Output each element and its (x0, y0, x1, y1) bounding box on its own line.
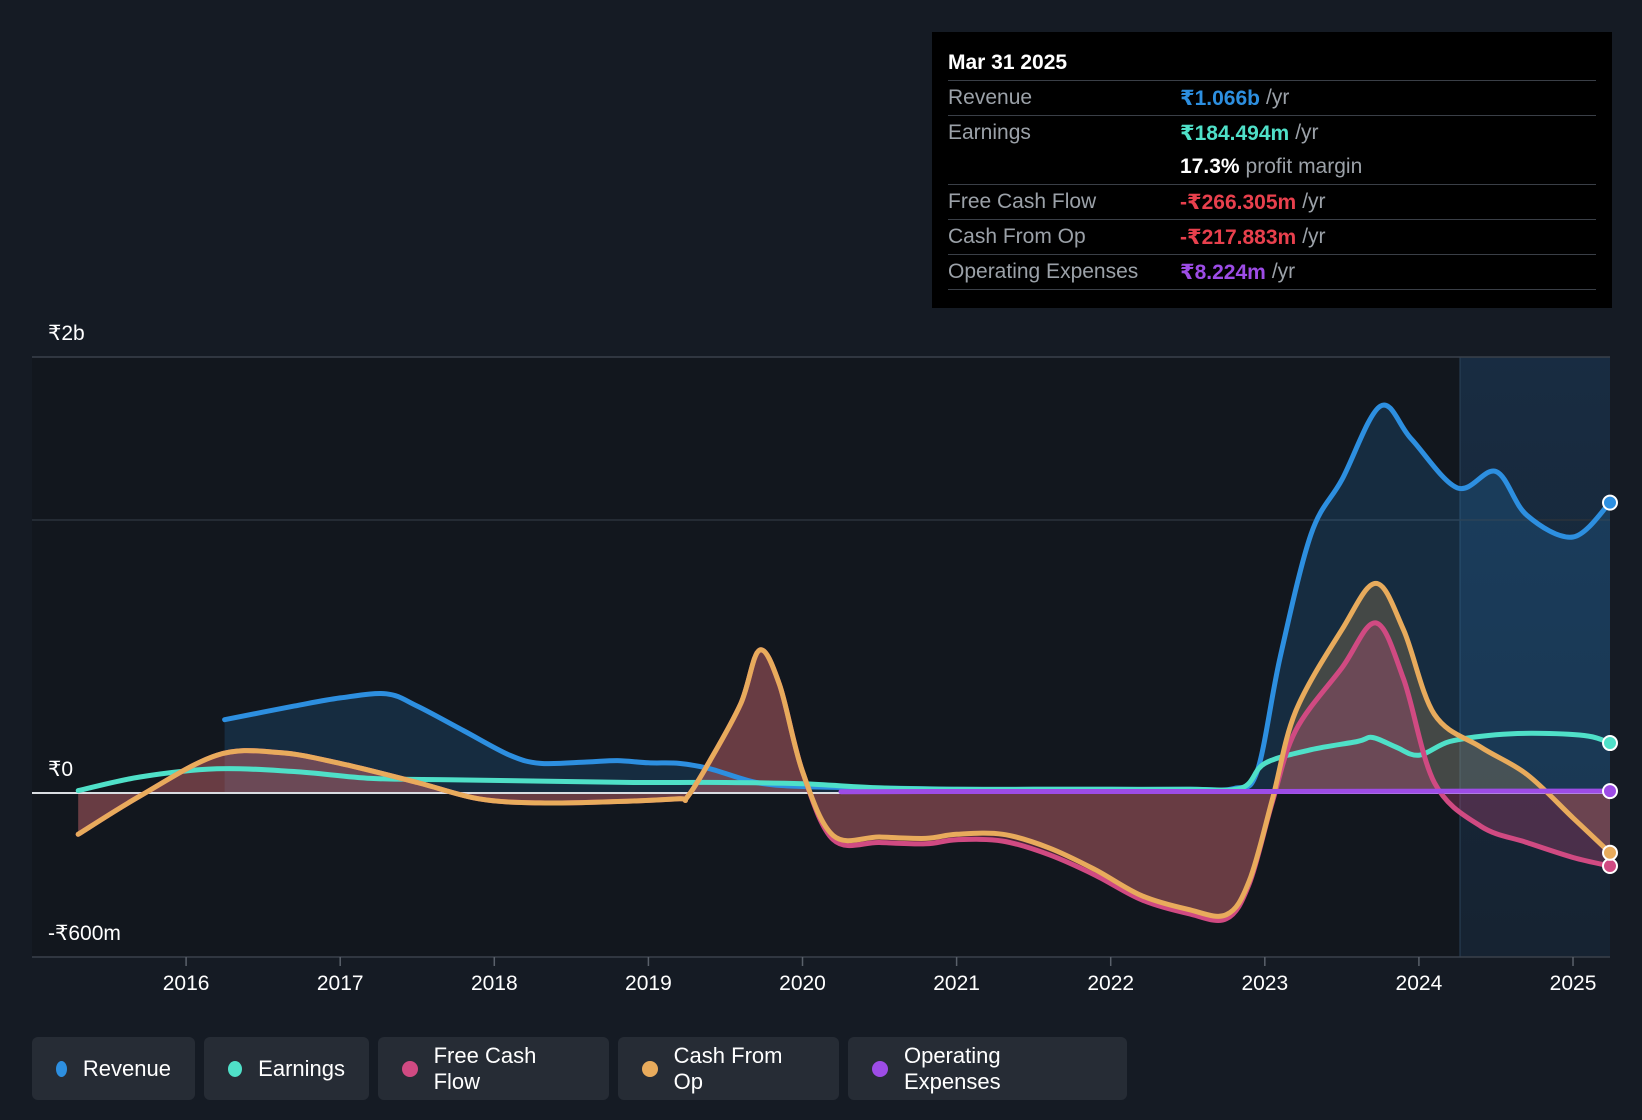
tooltip-unit: profit margin (1245, 155, 1363, 178)
tooltip-row-profit-margin: 17.3% profit margin (948, 150, 1596, 185)
revenue-dot-icon (56, 1060, 67, 1077)
past-region (32, 357, 1460, 957)
x-tick-label: 2022 (1087, 972, 1134, 995)
tooltip-unit: /yr (1271, 260, 1296, 283)
tooltip-row-revenue: Revenue ₹1.066b /yr (948, 81, 1596, 116)
tooltip-value: -₹266.305m (1180, 190, 1297, 214)
tooltip-date: Mar 31 2025 (948, 46, 1596, 81)
tooltip-value: ₹184.494m (1180, 121, 1290, 145)
x-tick-label: 2024 (1396, 972, 1443, 995)
tooltip-value: -₹217.883m (1180, 225, 1297, 249)
x-tick-label: 2017 (317, 972, 364, 995)
tooltip-unit: /yr (1295, 121, 1319, 144)
free-cash-flow-area (78, 622, 1611, 921)
y-label-top: ₹2b (48, 322, 85, 345)
tooltip-row-free-cash-flow: Free Cash Flow -₹266.305m /yr (948, 185, 1596, 220)
free-cash-flow-dot-icon (402, 1060, 418, 1077)
tooltip-unit: /yr (1302, 190, 1326, 213)
tooltip-label: Operating Expenses (948, 260, 1139, 283)
tooltip-label: Revenue (948, 86, 1033, 109)
legend-label: Cash From Op (673, 1042, 783, 1094)
cash-from-op-end-marker[interactable] (1602, 844, 1618, 861)
forecast-region (1460, 357, 1610, 957)
revenue-area (224, 404, 1611, 794)
tooltip-label: Earnings (948, 121, 1031, 144)
legend-label: Revenue (82, 1055, 171, 1081)
revenue-end-marker[interactable] (1602, 494, 1618, 511)
x-tick-label: 2025 (1550, 972, 1597, 995)
cash-from-op-area (78, 583, 1611, 917)
x-tick-label: 2019 (625, 972, 672, 995)
x-tick-label: 2023 (1241, 972, 1288, 995)
x-tick-label: 2020 (779, 972, 826, 995)
x-tick-label: 2016 (163, 972, 210, 995)
operating-expenses-end-marker[interactable] (1602, 783, 1618, 800)
tooltip-row-earnings: Earnings ₹184.494m /yr (948, 116, 1596, 150)
tooltip-row-cash-from-op: Cash From Op -₹217.883m /yr (948, 220, 1596, 255)
legend-label: Operating Expenses (903, 1042, 1001, 1094)
legend-item-operating-expenses[interactable]: Operating Expenses (848, 1037, 1127, 1100)
free-cash-flow-end-marker[interactable] (1602, 857, 1618, 874)
tooltip-value: ₹1.066b (1180, 86, 1260, 110)
earnings-end-marker[interactable] (1602, 735, 1618, 752)
legend-label: Free Cash Flow (433, 1042, 537, 1094)
legend-item-cash-from-op[interactable]: Cash From Op (618, 1037, 839, 1100)
tooltip-value: 17.3% (1180, 155, 1240, 178)
legend-label: Earnings (258, 1055, 345, 1081)
tooltip-label: Free Cash Flow (948, 190, 1097, 213)
y-label-zero: ₹0 (48, 758, 73, 781)
tooltip-unit: /yr (1302, 225, 1326, 248)
legend-item-earnings[interactable]: Earnings (204, 1037, 369, 1100)
tooltip-value: ₹8.224m (1180, 260, 1266, 284)
tooltip-label: Cash From Op (948, 225, 1086, 248)
tooltip-panel: Mar 31 2025 Revenue ₹1.066b /yr Earnings… (932, 32, 1612, 308)
operating-expenses-line (838, 788, 1613, 795)
tooltip-unit: /yr (1266, 86, 1290, 109)
legend-item-free-cash-flow[interactable]: Free Cash Flow (378, 1037, 609, 1100)
operating-expenses-dot-icon (872, 1060, 888, 1077)
tooltip-row-operating-expenses: Operating Expenses ₹8.224m /yr (948, 255, 1596, 290)
x-tick-label: 2018 (471, 972, 518, 995)
earnings-dot-icon (228, 1060, 243, 1077)
cash-from-op-line (75, 580, 1613, 919)
cash-from-op-dot-icon (642, 1060, 658, 1077)
y-label-bottom: -₹600m (48, 922, 121, 945)
legend-item-revenue[interactable]: Revenue (32, 1037, 195, 1100)
legend: Revenue Earnings Free Cash Flow Cash Fro… (32, 1037, 1136, 1100)
x-tick-label: 2021 (933, 972, 980, 995)
